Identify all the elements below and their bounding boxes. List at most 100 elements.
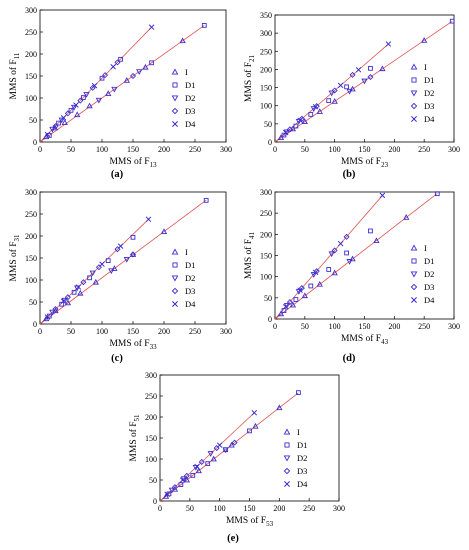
data-point-d3 [80, 279, 87, 286]
star-icon [411, 297, 417, 303]
square-icon [411, 258, 417, 264]
data-point-d1 [308, 283, 314, 289]
data-point-i [277, 310, 285, 317]
data-point-d1 [46, 133, 52, 138]
data-point-d1 [205, 461, 211, 466]
x-tick-label: 0 [38, 145, 42, 154]
data-point-d3 [231, 439, 238, 446]
x-tick-label: 250 [418, 322, 430, 331]
data-point-i [111, 265, 118, 271]
x-axis-label-prefix: MMS of F [109, 338, 149, 349]
y-tick-label: 300 [25, 188, 37, 197]
data-point-d2 [111, 86, 118, 93]
data-point-d3 [286, 299, 293, 306]
data-point-i [316, 108, 323, 114]
star-stroke [411, 116, 417, 122]
x-tick-label: 50 [186, 504, 194, 513]
data-point-d2 [283, 303, 291, 309]
data-point-d1 [326, 98, 332, 104]
x-tick-label: 100 [214, 504, 226, 513]
y-tick-label: 150 [145, 434, 157, 443]
y-axis-label-prefix: MMS of F [128, 421, 139, 461]
star-stroke [312, 269, 319, 276]
y-tick-label: 250 [260, 209, 272, 218]
data-point-d1 [130, 234, 136, 240]
data-point-i [331, 269, 338, 276]
data-point-d2 [180, 476, 188, 483]
legend-label: D2 [185, 93, 195, 103]
x-axis-label: MMS of F53 [226, 515, 274, 528]
x-tick-label: 50 [301, 145, 309, 154]
data-point-d3 [77, 97, 84, 104]
data-point-i [86, 102, 93, 109]
star-icon [172, 121, 178, 127]
triangle-down-icon [410, 271, 418, 278]
star-stroke [145, 216, 152, 223]
data-point-d1 [281, 132, 287, 138]
data-point-d3 [171, 484, 178, 491]
star-stroke [172, 301, 178, 307]
y-tick-label: 100 [260, 102, 272, 111]
data-point-i [349, 85, 356, 92]
x-tick-label: 100 [329, 322, 341, 331]
data-point-d2 [168, 487, 176, 494]
x-tick-label: 200 [158, 145, 170, 154]
y-tick-label: 300 [260, 29, 272, 38]
triangle-up-icon [171, 248, 179, 255]
y-axis-label-prefix: MMS of F [8, 241, 19, 281]
data-point-d1 [68, 107, 74, 113]
legend-label: D4 [185, 119, 196, 129]
y-tick-label: 100 [145, 455, 157, 464]
star-stroke [44, 131, 51, 138]
data-point-i [316, 280, 323, 287]
legend-label: D1 [424, 256, 434, 266]
triangle-up-icon [410, 63, 418, 70]
data-point-d3 [102, 72, 109, 79]
data-point-d1 [201, 23, 207, 28]
data-point-d2 [108, 268, 115, 275]
data-point-d4 [164, 491, 170, 498]
x-tick-label: 150 [244, 504, 256, 513]
data-point-d1 [344, 250, 349, 256]
y-tick-label: 50 [29, 116, 37, 125]
data-point-d1 [149, 60, 154, 66]
triangle-up-icon [410, 244, 418, 251]
x-axis-label-prefix: MMS of F [341, 156, 381, 167]
x-axis-label: MMS of F43 [341, 333, 389, 346]
square-icon [411, 77, 417, 83]
data-point-d2 [222, 447, 229, 454]
x-axis-label: MMS of F23 [341, 156, 389, 169]
y-tick-label: 300 [260, 188, 272, 197]
data-point-d3 [64, 294, 71, 301]
x-tick-label: 100 [96, 327, 108, 336]
fit-line [39, 199, 207, 325]
x-tick-label: 300 [448, 322, 460, 331]
data-point-i [123, 77, 130, 83]
legend-label: I [185, 67, 188, 77]
data-point-d1 [247, 428, 252, 434]
y-tick-label: 150 [260, 84, 272, 93]
star-stroke [411, 297, 417, 303]
x-tick-label: 200 [158, 327, 170, 336]
x-tick-label: 50 [301, 322, 309, 331]
data-point-d4 [179, 477, 186, 483]
legend-label: D2 [424, 88, 434, 98]
data-point-d3 [183, 472, 190, 479]
legend-label: D1 [424, 75, 434, 85]
chart-panel-4: 0 50 100 150 200 250 300 0 50 100 150 200 250 300 MMS … [243, 188, 460, 364]
data-point-d3 [343, 233, 350, 240]
data-point-i [105, 90, 112, 96]
data-point-d2 [49, 309, 56, 316]
data-point-d1 [118, 56, 123, 62]
data-point-d1 [99, 75, 105, 81]
chart-panel-1: 0 50 100 150 200 250 300 0 50 100 150 200 250 300 MMS … [8, 6, 232, 180]
x-tick-label: 150 [127, 145, 139, 154]
data-point-i [195, 467, 202, 474]
data-point-d4 [194, 463, 200, 470]
y-tick-label: 200 [25, 50, 37, 59]
data-point-d1 [344, 84, 349, 90]
y-axis-label-prefix: MMS of F [8, 59, 19, 99]
data-point-i [252, 422, 259, 429]
legend-label: D4 [297, 479, 308, 489]
data-point-i [142, 63, 149, 70]
